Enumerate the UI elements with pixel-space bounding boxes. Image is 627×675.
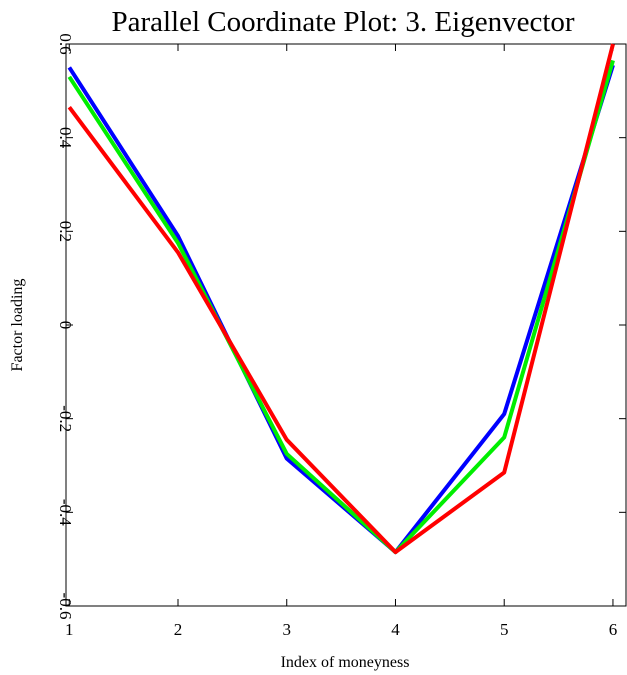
y-tick-label: 0.2 xyxy=(56,221,75,242)
chart-title: Parallel Coordinate Plot: 3. Eigenvector xyxy=(111,6,574,38)
series-line-3 xyxy=(67,43,615,555)
x-tick-label: 1 xyxy=(65,620,74,639)
y-tick-label: -0.2 xyxy=(56,405,75,432)
x-tick-label: 4 xyxy=(391,620,400,639)
y-axis-label: Factor loading xyxy=(9,279,26,372)
x-axis: 1 2 3 4 5 6 xyxy=(65,44,617,639)
x-axis-label: Index of moneyness xyxy=(281,654,410,671)
y-axis: -0.6 -0.4 -0.2 0 0.2 0.4 0.6 xyxy=(56,33,626,619)
series-lines xyxy=(67,43,615,555)
y-tick-label: -0.4 xyxy=(56,499,75,526)
x-tick-label: 3 xyxy=(282,620,291,639)
x-tick-label: 6 xyxy=(609,620,618,639)
x-tick-label: 5 xyxy=(500,620,509,639)
y-tick-label: 0 xyxy=(56,321,75,330)
series-line-2 xyxy=(67,59,615,555)
y-tick-label: 0.4 xyxy=(56,127,75,149)
x-tick-label: 2 xyxy=(174,620,183,639)
series-line-1 xyxy=(67,64,615,555)
y-tick-label: 0.6 xyxy=(56,33,75,54)
y-tick-label: -0.6 xyxy=(56,593,75,620)
